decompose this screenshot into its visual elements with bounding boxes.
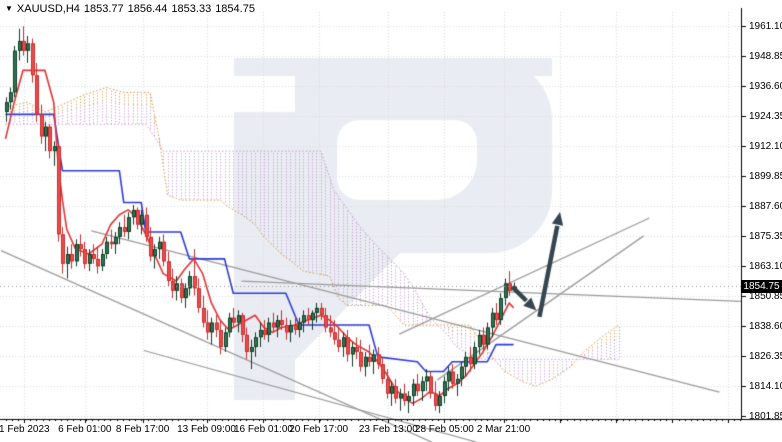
- time-axis-label: 28 Feb 05:00: [414, 424, 474, 435]
- price-axis-label: 1887.60: [749, 201, 782, 212]
- symbol-label: XAUUSD,H4: [16, 3, 80, 15]
- time-axis-label: 2 Mar 21:00: [476, 424, 531, 435]
- price-axis-label: 1899.85: [749, 171, 782, 182]
- price-axis-label: 1801.85: [749, 411, 782, 422]
- symbol-dropdown-icon[interactable]: ▼: [5, 4, 13, 13]
- price-axis-label: 1961.10: [749, 21, 782, 32]
- time-axis-label: 20 Feb 17:00: [289, 424, 349, 435]
- chart-header: ▼ XAUUSD,H4 1853.77 1856.44 1853.33 1854.75: [5, 3, 259, 15]
- price-axis-label: 1912.10: [749, 141, 782, 152]
- current-price-label: 1854.75: [741, 279, 782, 293]
- price-axis-label: 1838.60: [749, 321, 782, 332]
- price-axis-label: 1863.10: [749, 261, 782, 272]
- quote-open: 1853.77: [83, 3, 124, 15]
- price-axis-label: 1826.35: [749, 351, 782, 362]
- price-axis-label: 1936.60: [749, 81, 782, 92]
- time-axis-label: 23 Feb 13:00: [358, 424, 418, 435]
- time-axis-label: 6 Feb 01:00: [58, 424, 112, 435]
- quote-close: 1854.75: [215, 3, 255, 15]
- time-axis-label: 1 Feb 2023: [0, 424, 50, 435]
- current-price-value: 1854.75: [743, 280, 780, 292]
- time-axis-label: 16 Feb 01:00: [234, 424, 293, 435]
- time-axis-label: 13 Feb 09:00: [177, 424, 236, 435]
- time-axis-label: 8 Feb 17:00: [115, 424, 170, 435]
- price-axis-label: 1924.35: [749, 111, 782, 122]
- quote-low: 1853.33: [171, 3, 212, 15]
- price-axis-label: 1948.85: [749, 51, 782, 62]
- price-axis-label: 1850.85: [749, 291, 782, 302]
- price-axis-label: 1814.10: [749, 381, 782, 392]
- quote-high: 1856.44: [127, 3, 168, 15]
- price-axis-label: 1875.35: [749, 231, 782, 242]
